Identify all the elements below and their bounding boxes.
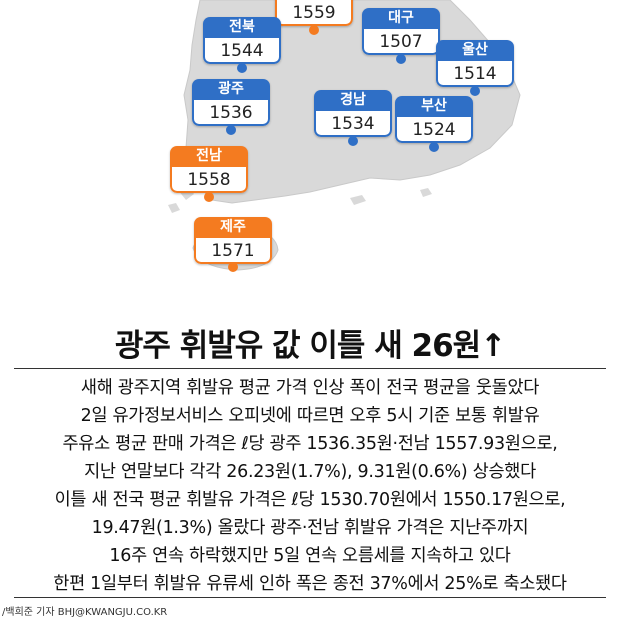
region-price: 1507 bbox=[362, 29, 440, 55]
region-name: 전남 bbox=[170, 146, 248, 167]
region-name: 제주 bbox=[194, 217, 272, 238]
region-price: 1571 bbox=[194, 238, 272, 264]
body-line: 19.47원(1.3%) 올랐다 광주·전남 휘발유 가격은 지난주까지 bbox=[91, 518, 529, 538]
divider bbox=[14, 368, 606, 369]
body-line: 주유소 평균 판매 가격은 ℓ당 광주 1536.35원·전남 1557.93원… bbox=[62, 434, 558, 454]
region-name: 광주 bbox=[192, 79, 270, 100]
region-marker-dot bbox=[309, 25, 319, 35]
region-label-busan: 부산 1524 bbox=[395, 96, 473, 143]
divider bbox=[14, 597, 606, 598]
region-marker-dot bbox=[396, 54, 406, 64]
korea-map bbox=[168, 0, 521, 271]
body-line: 새해 광주지역 휘발유 평균 가격 인상 폭이 전국 평균을 웃돌았다 bbox=[80, 378, 540, 398]
region-label-daegu: 대구 1507 bbox=[362, 8, 440, 55]
region-marker-dot bbox=[348, 136, 358, 146]
region-label-jeonnam: 전남 1558 bbox=[170, 146, 248, 193]
region-price: 1536 bbox=[192, 100, 270, 126]
headline: 광주 휘발유 값 이틀 새 26원↑ bbox=[114, 328, 506, 364]
coast-islet bbox=[168, 203, 180, 213]
region-price: 1544 bbox=[203, 38, 281, 64]
body-line: 2일 유가정보서비스 오피넷에 따르면 오후 5시 기준 보통 휘발유 bbox=[80, 406, 540, 426]
region-price: 1559 bbox=[275, 0, 353, 26]
region-marker-dot bbox=[204, 192, 214, 202]
region-price: 1534 bbox=[314, 111, 392, 137]
body-line: 지난 연말보다 각각 26.23원(1.7%), 9.31원(0.6%) 상승했… bbox=[84, 462, 536, 482]
body-line: 한편 1일부터 휘발유 유류세 인하 폭은 종전 37%에서 25%로 축소됐다 bbox=[53, 574, 567, 594]
reporter-credit: /백희준 기자 BHJ@KWANGJU.CO.KR bbox=[2, 607, 168, 618]
region-name: 전북 bbox=[203, 17, 281, 38]
region-marker-dot bbox=[237, 63, 247, 73]
coast-islet bbox=[420, 188, 432, 197]
region-label-ulsan: 울산 1514 bbox=[436, 40, 514, 87]
coast-islet bbox=[350, 195, 366, 205]
region-name: 경남 bbox=[314, 90, 392, 111]
body-line: 16주 연속 하락했지만 5일 연속 오름세를 지속하고 있다 bbox=[109, 546, 511, 566]
region-label-top: 1559 bbox=[275, 0, 353, 26]
region-price: 1524 bbox=[395, 117, 473, 143]
region-name: 울산 bbox=[436, 40, 514, 61]
region-marker-dot bbox=[429, 142, 439, 152]
region-marker-dot bbox=[470, 86, 480, 96]
article-body: 새해 광주지역 휘발유 평균 가격 인상 폭이 전국 평균을 웃돌았다 2일 유… bbox=[0, 374, 620, 598]
region-name: 대구 bbox=[362, 8, 440, 29]
region-label-jeju: 제주 1571 bbox=[194, 217, 272, 264]
region-label-jeonbuk: 전북 1544 bbox=[203, 17, 281, 64]
body-line: 이틀 새 전국 평균 휘발유 가격은 ℓ당 1530.70원에서 1550.17… bbox=[54, 490, 566, 510]
region-marker-dot bbox=[228, 262, 238, 272]
region-name: 부산 bbox=[395, 96, 473, 117]
region-price: 1558 bbox=[170, 167, 248, 193]
region-price: 1514 bbox=[436, 61, 514, 87]
region-label-gwangju: 광주 1536 bbox=[192, 79, 270, 126]
region-marker-dot bbox=[226, 125, 236, 135]
region-label-gyeongnam: 경남 1534 bbox=[314, 90, 392, 137]
